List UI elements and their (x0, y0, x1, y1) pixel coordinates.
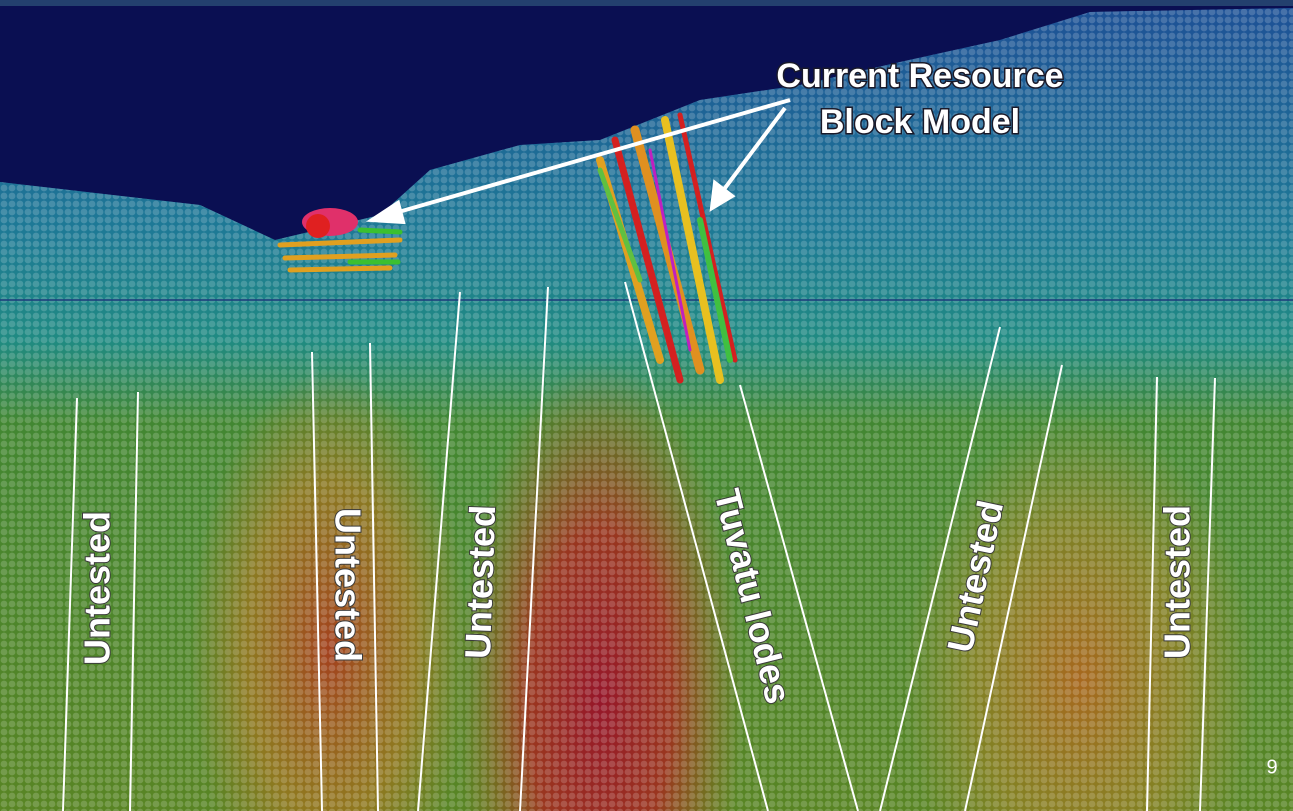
drill-lines (62, 281, 1216, 811)
top-strip (0, 0, 1293, 6)
annotation-line: Block Model (820, 103, 1020, 141)
page-number: 9 (1266, 756, 1277, 778)
zone-label: Untested (457, 504, 503, 659)
zone-label: Untested (77, 511, 118, 665)
resource-lodes (277, 112, 738, 384)
annotation-line: Current Resource (776, 57, 1063, 95)
annotation-arrows (365, 98, 791, 225)
zone-label: Untested (1157, 505, 1198, 659)
zone-label: Untested (327, 508, 368, 662)
